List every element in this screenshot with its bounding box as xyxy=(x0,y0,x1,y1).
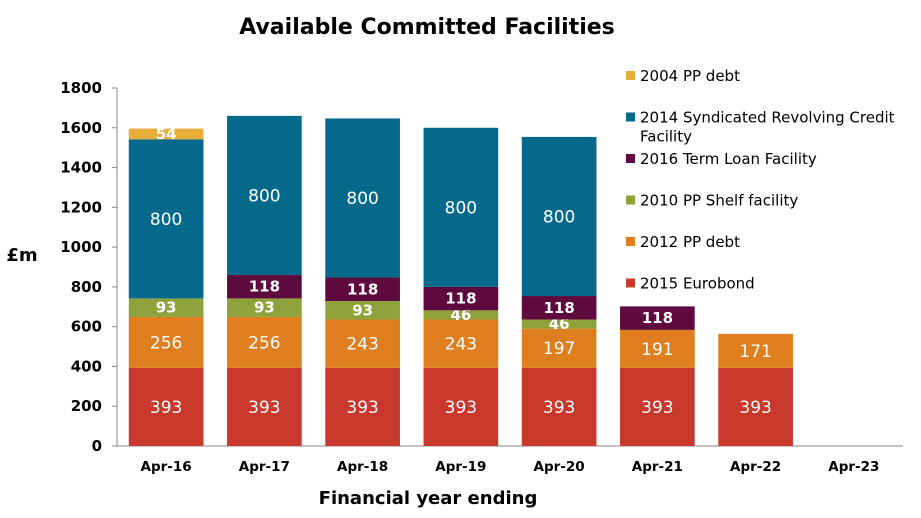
data-label: 93 xyxy=(156,299,177,317)
bar-2015-eurobond-apr-16 xyxy=(128,367,204,446)
legend-label-2015-eurobond: 2015 Eurobond xyxy=(640,275,755,293)
data-label: 393 xyxy=(150,398,182,418)
x-axis-title: Financial year ending xyxy=(319,488,538,509)
data-label: 256 xyxy=(150,333,182,353)
bar-2015-eurobond-apr-18 xyxy=(325,367,400,446)
y-tick-label: 1200 xyxy=(60,198,102,216)
data-label: 393 xyxy=(739,398,771,418)
data-label: 118 xyxy=(543,299,574,317)
y-tick-label: 1800 xyxy=(60,79,102,97)
data-label: 118 xyxy=(445,290,476,308)
y-tick-label: 800 xyxy=(71,278,102,296)
legend-swatch-2012-pp-debt xyxy=(626,237,635,246)
data-label: 393 xyxy=(248,398,280,418)
bar-2014-syndicated-revolving-credit-facility-apr-18 xyxy=(325,118,400,278)
x-tick-label: Apr-21 xyxy=(632,459,683,475)
x-tick-label: Apr-16 xyxy=(141,459,192,475)
legend-label-2014-syndicated-revolving-credit-facility: Facility xyxy=(640,128,692,146)
bar-2016-term-loan-facility-apr-20 xyxy=(521,296,597,320)
chart-title: Available Committed Facilities xyxy=(239,15,615,40)
y-tick-label: 0 xyxy=(92,437,102,455)
x-tick-label: Apr-18 xyxy=(337,459,388,475)
data-label: 393 xyxy=(445,398,477,418)
legend-label-2010-pp-shelf-facility: 2010 PP Shelf facility xyxy=(640,192,798,210)
data-label: 197 xyxy=(543,339,575,359)
y-tick-label: 600 xyxy=(71,318,102,336)
bar-2016-term-loan-facility-apr-21 xyxy=(620,306,695,330)
bar-2014-syndicated-revolving-credit-facility-apr-19 xyxy=(423,127,499,287)
data-label: 118 xyxy=(347,280,378,298)
data-label: 93 xyxy=(254,299,275,317)
y-axis-title: £m xyxy=(6,245,37,266)
legend-swatch-2014-syndicated-revolving-credit-facility xyxy=(626,112,635,122)
x-tick-label: Apr-19 xyxy=(435,459,486,475)
bar-2012-pp-debt-apr-17 xyxy=(227,316,302,368)
bar-2014-syndicated-revolving-credit-facility-apr-17 xyxy=(227,115,302,275)
legend: 2004 PP debt 2014 Syndicated Revolving Cr… xyxy=(626,67,895,293)
data-label: 46 xyxy=(450,306,471,324)
x-tick-label: Apr-17 xyxy=(239,459,290,475)
bar-2010-pp-shelf-facility-apr-20 xyxy=(521,319,597,329)
data-label: 800 xyxy=(248,186,280,206)
data-label: 171 xyxy=(739,342,771,362)
bar-2012-pp-debt-apr-20 xyxy=(521,328,597,368)
x-tick-label: Apr-23 xyxy=(828,459,879,475)
bar-2012-pp-debt-apr-21 xyxy=(620,329,695,368)
data-label: 800 xyxy=(150,210,182,230)
data-label: 46 xyxy=(549,315,570,333)
data-label: 256 xyxy=(248,333,280,353)
legend-label-2012-pp-debt: 2012 PP debt xyxy=(640,233,740,251)
data-label: 93 xyxy=(352,301,373,319)
bar-2010-pp-shelf-facility-apr-16 xyxy=(128,298,204,317)
bar-2012-pp-debt-apr-19 xyxy=(423,319,499,368)
legend-label-2014-syndicated-revolving-credit-facility: 2014 Syndicated Revolving Credit xyxy=(640,109,895,127)
data-label: 393 xyxy=(346,398,378,418)
bar-2004-pp-debt-apr-16 xyxy=(128,128,204,140)
bar-2016-term-loan-facility-apr-18 xyxy=(325,277,400,302)
bar-2015-eurobond-apr-17 xyxy=(227,367,302,446)
x-tick-label: Apr-22 xyxy=(730,459,781,475)
data-label: 243 xyxy=(346,335,378,355)
bar-2012-pp-debt-apr-18 xyxy=(325,319,400,368)
data-label: 118 xyxy=(642,309,673,327)
y-tick-label: 1400 xyxy=(60,159,102,177)
data-label: 800 xyxy=(543,207,575,227)
bar-2010-pp-shelf-facility-apr-19 xyxy=(423,310,499,320)
x-tick-label: Apr-20 xyxy=(534,459,585,475)
y-tick-label: 1600 xyxy=(60,119,102,137)
data-label: 800 xyxy=(445,198,477,218)
bar-2016-term-loan-facility-apr-17 xyxy=(227,274,302,299)
y-tick-label: 400 xyxy=(71,357,102,375)
legend-swatch-2015-eurobond xyxy=(626,278,635,288)
bar-2012-pp-debt-apr-16 xyxy=(128,316,204,368)
y-tick-label: 1000 xyxy=(60,238,102,256)
bar-2014-syndicated-revolving-credit-facility-apr-16 xyxy=(128,139,204,299)
bar-2015-eurobond-apr-20 xyxy=(521,367,597,446)
bar-2012-pp-debt-apr-22 xyxy=(718,333,793,368)
bar-2015-eurobond-apr-21 xyxy=(620,367,695,446)
legend-swatch-2004-pp-debt xyxy=(626,71,635,80)
plot-area: 0 200 400 600 800 1000 1200 1400 1600 1800 Apr-16 A… xyxy=(60,79,903,475)
legend-label-2004-pp-debt: 2004 PP debt xyxy=(640,67,740,85)
bar-2016-term-loan-facility-apr-19 xyxy=(423,286,499,311)
legend-swatch-2016-term-loan-facility xyxy=(626,154,635,163)
data-label: 393 xyxy=(543,398,575,418)
bar-2015-eurobond-apr-22 xyxy=(718,367,793,446)
data-label: 118 xyxy=(249,278,280,296)
data-label: 243 xyxy=(445,335,477,355)
legend-label-2016-term-loan-facility: 2016 Term Loan Facility xyxy=(640,150,817,168)
legend-swatch-2010-pp-shelf-facility xyxy=(626,195,635,205)
data-label: 54 xyxy=(156,125,177,143)
bar-2015-eurobond-apr-19 xyxy=(423,367,499,446)
y-tick-label: 200 xyxy=(71,397,102,415)
data-label: 800 xyxy=(346,189,378,209)
data-label: 393 xyxy=(641,398,673,418)
bar-2010-pp-shelf-facility-apr-18 xyxy=(325,301,400,320)
bar-2014-syndicated-revolving-credit-facility-apr-20 xyxy=(521,136,597,297)
bar-2010-pp-shelf-facility-apr-17 xyxy=(227,298,302,317)
data-label: 191 xyxy=(641,340,673,360)
